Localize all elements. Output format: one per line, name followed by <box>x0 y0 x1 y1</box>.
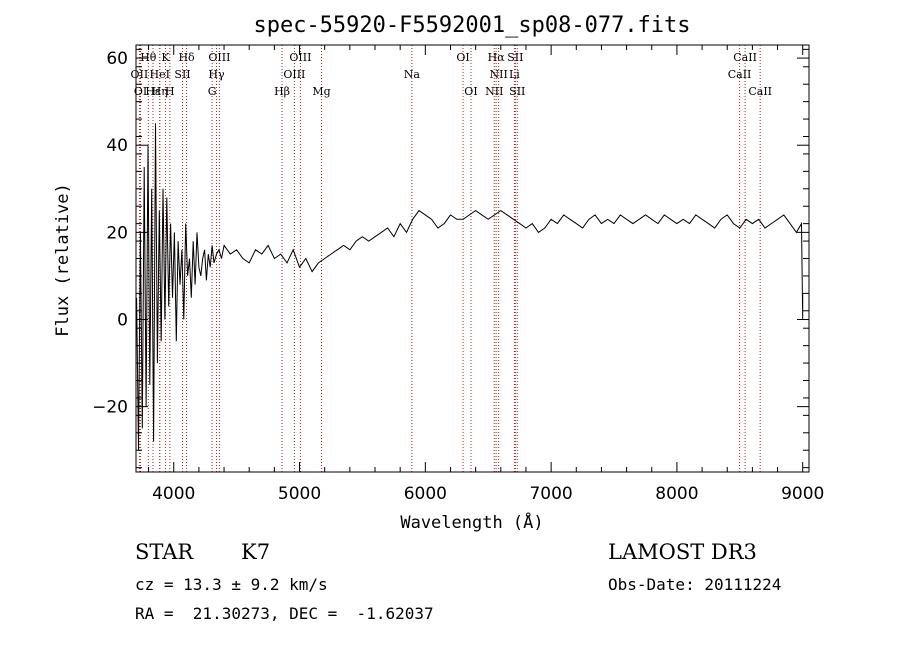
line-marker-label: OIII <box>289 51 311 64</box>
line-marker-label: Hη <box>152 85 168 98</box>
y-tick-label: 0 <box>117 311 128 331</box>
redshift-line: cz = 13.3 ± 9.2 km/s <box>135 575 328 594</box>
coordinates: RA = 21.30273, DEC = -1.62037 <box>135 604 434 623</box>
y-axis-ticks: −20 0 20 40 60 <box>92 48 809 469</box>
y-tick-label: 40 <box>106 136 128 156</box>
line-marker-label: OIII <box>283 68 305 81</box>
line-marker-label: H <box>165 85 175 98</box>
line-marker-label: Hθ <box>140 51 157 64</box>
survey-name: LAMOST DR3 <box>608 540 757 564</box>
x-tick-label: 8000 <box>655 484 698 504</box>
line-marker-label: NII <box>490 68 508 81</box>
line-marker-label: OI <box>134 85 147 98</box>
chart-title: spec-55920-F5592001_sp08-077.fits <box>253 13 690 38</box>
line-marker-label: OI <box>456 51 469 64</box>
line-marker-label: NII <box>485 85 503 98</box>
line-marker-label: Na <box>404 68 421 81</box>
line-marker-label: OI <box>464 85 477 98</box>
line-marker-label: Hγ <box>208 68 225 81</box>
spectrum-line <box>136 123 804 451</box>
x-tick-label: 9000 <box>781 484 824 504</box>
line-marker-label: SII <box>509 85 525 98</box>
line-marker-label: OII <box>131 68 149 81</box>
line-marker-label: Li <box>509 68 520 81</box>
y-tick-label: 20 <box>106 223 128 243</box>
line-marker-label: Hδ <box>178 51 195 64</box>
y-axis-label: Flux (relative) <box>53 183 73 337</box>
line-marker-label: SII <box>507 51 523 64</box>
line-marker-label: CaII <box>748 85 772 98</box>
y-tick-label: −20 <box>92 398 128 418</box>
line-marker-label: G <box>208 85 217 98</box>
x-tick-label: 5000 <box>278 484 321 504</box>
line-marker-label: CaII <box>733 51 757 64</box>
emission-line-markers <box>138 45 761 472</box>
line-marker-label: SII <box>174 68 190 81</box>
line-marker-label: K <box>161 51 170 64</box>
object-subclass: K7 <box>241 540 271 564</box>
x-tick-label: 6000 <box>404 484 447 504</box>
x-tick-label: 4000 <box>152 484 195 504</box>
line-marker-label: Hβ <box>274 85 290 98</box>
line-marker-label: Hε <box>145 85 161 98</box>
plot-frame <box>135 44 810 473</box>
obs-date: Obs-Date: 20111224 <box>608 575 782 594</box>
line-marker-label: HeI <box>150 68 170 81</box>
x-tick-label: 7000 <box>529 484 572 504</box>
object-class: STAR <box>135 540 194 564</box>
x-axis-label: Wavelength (Å) <box>400 511 543 533</box>
line-marker-label: Hα <box>488 51 506 64</box>
line-marker-label: CaII <box>728 68 752 81</box>
x-axis-ticks: 4000 5000 6000 7000 8000 9000 <box>148 45 824 504</box>
y-tick-label: 60 <box>106 49 128 69</box>
line-marker-label: Mg <box>312 85 330 98</box>
line-marker-label: OIII <box>208 51 230 64</box>
